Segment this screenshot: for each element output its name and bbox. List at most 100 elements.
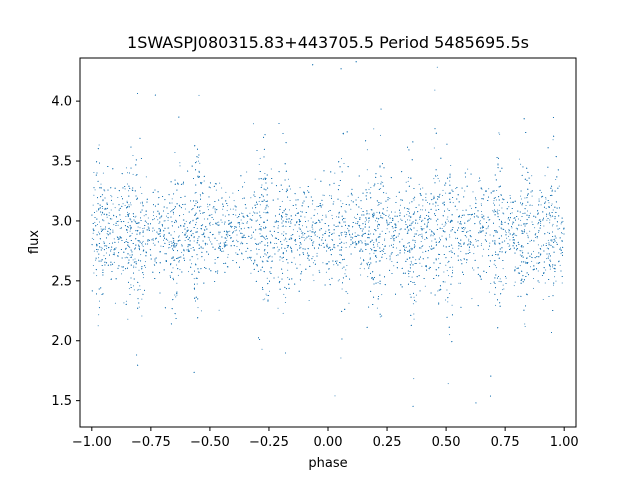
data-point — [450, 256, 452, 258]
data-point — [283, 231, 285, 233]
data-point — [227, 236, 229, 238]
data-point — [125, 300, 127, 302]
data-point — [430, 235, 432, 237]
data-point — [380, 181, 382, 183]
data-point — [506, 237, 508, 239]
data-point — [283, 239, 285, 241]
data-point — [114, 302, 116, 304]
data-point — [521, 250, 523, 252]
data-point — [225, 191, 227, 193]
data-point — [112, 203, 114, 205]
data-point — [195, 200, 197, 202]
data-point — [158, 222, 160, 224]
data-point — [364, 240, 366, 242]
data-point — [224, 246, 226, 248]
data-point — [527, 237, 529, 239]
data-point — [462, 209, 464, 211]
data-point — [422, 245, 424, 247]
data-point — [207, 209, 209, 211]
data-point — [139, 233, 141, 235]
data-point — [235, 209, 237, 211]
data-point — [241, 222, 243, 224]
data-point — [458, 282, 460, 284]
data-point — [302, 232, 304, 234]
data-point — [178, 235, 180, 237]
data-point — [222, 208, 224, 210]
data-point — [553, 246, 555, 248]
data-point — [377, 245, 379, 247]
data-point — [107, 222, 109, 224]
data-point — [312, 256, 314, 258]
data-point — [367, 276, 369, 278]
data-point — [388, 214, 390, 216]
data-point — [200, 213, 202, 215]
chart-title: 1SWASPJ080315.83+443705.5 Period 5485695… — [127, 33, 529, 52]
data-point — [127, 172, 129, 174]
data-point — [499, 278, 501, 280]
data-point — [417, 222, 419, 224]
data-point — [209, 224, 211, 226]
data-point — [197, 160, 199, 162]
data-point — [495, 197, 497, 199]
data-point — [238, 226, 240, 228]
data-point — [195, 263, 197, 265]
data-point — [545, 198, 547, 200]
data-point — [252, 211, 254, 213]
data-point — [529, 230, 531, 232]
data-point — [252, 123, 254, 125]
data-point — [401, 238, 403, 240]
data-point — [132, 154, 134, 156]
data-point — [340, 262, 342, 264]
data-point — [395, 255, 397, 256]
data-point — [153, 263, 155, 265]
data-point — [176, 264, 178, 266]
data-point — [551, 240, 553, 242]
data-point — [520, 219, 522, 221]
data-point — [561, 232, 563, 234]
data-point — [380, 188, 382, 190]
data-point — [344, 218, 346, 220]
data-point — [383, 245, 385, 247]
data-point — [218, 233, 220, 235]
data-point — [331, 214, 333, 216]
data-point — [501, 289, 503, 291]
data-point — [540, 204, 542, 206]
data-point — [130, 204, 132, 206]
data-point — [521, 232, 523, 234]
data-point — [468, 238, 470, 240]
data-point — [496, 189, 498, 191]
data-point — [334, 243, 336, 245]
data-point — [502, 284, 504, 286]
data-point — [227, 256, 229, 258]
data-point — [141, 242, 143, 244]
data-point — [146, 221, 147, 223]
data-point — [183, 214, 185, 216]
data-point — [264, 208, 266, 210]
data-point — [103, 241, 105, 243]
data-point — [314, 178, 316, 180]
data-point — [514, 234, 516, 236]
data-point — [415, 301, 417, 303]
data-point — [263, 250, 265, 252]
data-point — [121, 266, 123, 268]
data-point — [153, 229, 155, 231]
data-point — [254, 238, 256, 240]
data-point — [128, 288, 130, 290]
data-point — [226, 239, 228, 241]
data-point — [141, 298, 143, 300]
data-point — [232, 192, 234, 194]
data-point — [344, 273, 346, 275]
data-point — [227, 254, 229, 256]
data-point — [227, 205, 229, 207]
data-point — [137, 289, 139, 291]
data-point — [299, 245, 301, 247]
data-point — [201, 182, 203, 184]
data-point — [412, 198, 414, 200]
data-point — [115, 247, 117, 249]
data-point — [480, 211, 482, 213]
data-point — [413, 244, 415, 246]
data-point — [541, 275, 543, 276]
data-point — [164, 220, 166, 222]
data-point — [197, 258, 199, 260]
data-point — [521, 256, 523, 257]
